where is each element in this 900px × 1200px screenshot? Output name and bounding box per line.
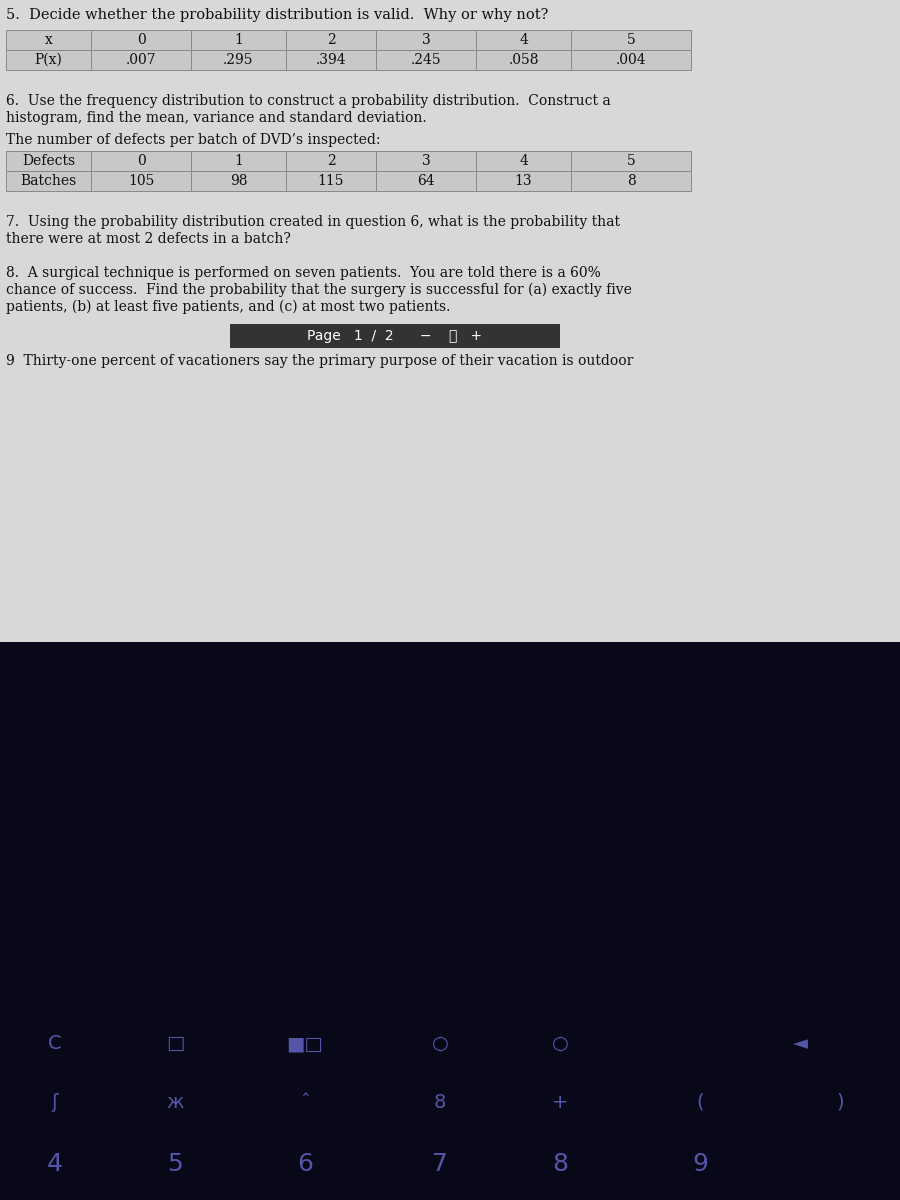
Text: .245: .245 [410, 53, 441, 67]
Text: 105: 105 [128, 174, 154, 188]
Text: .295: .295 [223, 53, 254, 67]
Bar [571, 50, 691, 70]
Text: .004: .004 [616, 53, 646, 67]
Text: (: ( [697, 1093, 704, 1112]
Bar [6, 50, 91, 70]
Bar [376, 170, 476, 191]
Text: 8: 8 [552, 1152, 568, 1176]
Bar [91, 30, 191, 50]
Text: 4: 4 [47, 1152, 63, 1176]
Bar [376, 50, 476, 70]
Bar [376, 30, 476, 50]
Text: 115: 115 [318, 174, 344, 188]
Bar [286, 151, 376, 170]
Bar [6, 151, 91, 170]
Text: chance of success.  Find the probability that the surgery is successful for (a) : chance of success. Find the probability … [6, 283, 632, 298]
Text: Page   1  /  2      −    🔍   +: Page 1 / 2 − 🔍 + [308, 329, 482, 343]
Text: 5: 5 [626, 154, 635, 168]
Bar [91, 50, 191, 70]
Text: 1: 1 [234, 32, 243, 47]
Bar [571, 30, 691, 50]
Bar [6, 170, 91, 191]
Text: 7.  Using the probability distribution created in question 6, what is the probab: 7. Using the probability distribution cr… [6, 215, 620, 229]
Text: histogram, find the mean, variance and standard deviation.: histogram, find the mean, variance and s… [6, 110, 427, 125]
Bar [476, 170, 571, 191]
Bar [6, 30, 91, 50]
Text: ■□: ■□ [286, 1034, 323, 1054]
Bar [91, 151, 191, 170]
Text: 8.  A surgical technique is performed on seven patients.  You are told there is : 8. A surgical technique is performed on … [6, 266, 601, 280]
Bar [286, 30, 376, 50]
Bar [91, 170, 191, 191]
Text: patients, (b) at least five patients, and (c) at most two patients.: patients, (b) at least five patients, an… [6, 300, 450, 314]
Text: 8: 8 [434, 1093, 446, 1112]
Text: 3: 3 [421, 154, 430, 168]
Bar [191, 151, 286, 170]
Text: 8: 8 [626, 174, 635, 188]
Text: 4: 4 [519, 32, 528, 47]
Text: ○: ○ [431, 1034, 448, 1054]
Bar [476, 30, 571, 50]
Bar [286, 170, 376, 191]
Text: 5.  Decide whether the probability distribution is valid.  Why or why not?: 5. Decide whether the probability distri… [6, 8, 548, 22]
Text: +: + [552, 1093, 568, 1112]
Text: ○: ○ [552, 1034, 569, 1054]
Text: 0: 0 [137, 154, 146, 168]
Text: 1: 1 [234, 154, 243, 168]
Bar [476, 50, 571, 70]
Text: 2: 2 [327, 154, 336, 168]
Bar [230, 324, 560, 348]
Text: 98: 98 [230, 174, 248, 188]
Bar [191, 50, 286, 70]
Text: C: C [49, 1034, 62, 1054]
Text: ж: ж [166, 1093, 184, 1112]
Bar [376, 151, 476, 170]
Bar [571, 151, 691, 170]
Text: x: x [45, 32, 52, 47]
Text: P(x): P(x) [34, 53, 62, 67]
Text: .007: .007 [126, 53, 157, 67]
Bar [286, 50, 376, 70]
Text: The number of defects per batch of DVD’s inspected:: The number of defects per batch of DVD’s… [6, 133, 381, 146]
Text: 6.  Use the frequency distribution to construct a probability distribution.  Con: 6. Use the frequency distribution to con… [6, 94, 611, 108]
Bar [571, 170, 691, 191]
Text: 6: 6 [297, 1152, 313, 1176]
Bar [191, 30, 286, 50]
Text: 13: 13 [515, 174, 532, 188]
Bar [476, 151, 571, 170]
Text: ˆ: ˆ [300, 1093, 310, 1112]
Text: 4: 4 [519, 154, 528, 168]
Text: Batches: Batches [21, 174, 76, 188]
Bar [191, 170, 286, 191]
Text: 64: 64 [418, 174, 435, 188]
Text: ◄: ◄ [793, 1034, 807, 1054]
Text: .394: .394 [316, 53, 346, 67]
Text: 9  Thirty-one percent of vacationers say the primary purpose of their vacation i: 9 Thirty-one percent of vacationers say … [6, 354, 634, 368]
Text: .058: .058 [508, 53, 539, 67]
Text: 7: 7 [432, 1152, 448, 1176]
Text: □: □ [166, 1034, 184, 1054]
Text: 9: 9 [692, 1152, 708, 1176]
Text: ): ) [836, 1093, 844, 1112]
Text: 2: 2 [327, 32, 336, 47]
Text: 5: 5 [626, 32, 635, 47]
Text: Defects: Defects [22, 154, 75, 168]
Text: 5: 5 [167, 1152, 183, 1176]
Text: 3: 3 [421, 32, 430, 47]
Text: 0: 0 [137, 32, 146, 47]
Text: ʃ: ʃ [51, 1093, 59, 1112]
Text: there were at most 2 defects in a batch?: there were at most 2 defects in a batch? [6, 232, 291, 246]
